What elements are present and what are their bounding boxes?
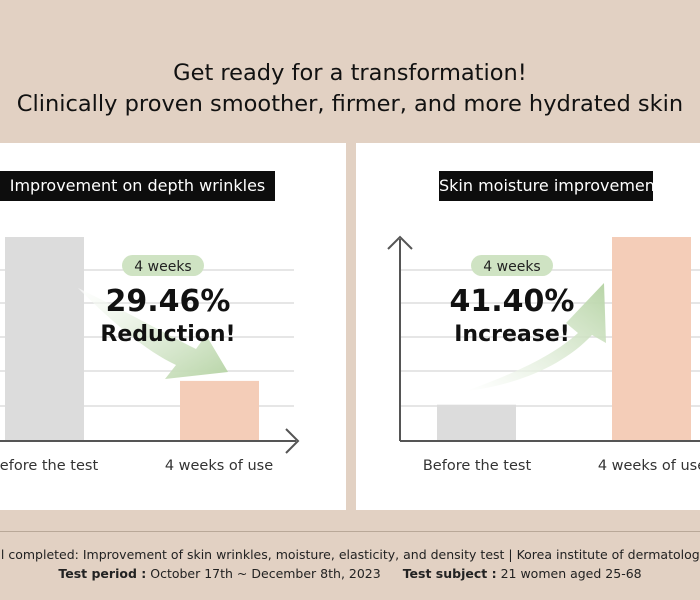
category-label-after: 4 weeks of use xyxy=(165,458,273,474)
weeks-badge-label: 4 weeks xyxy=(483,259,540,275)
trend-arrow xyxy=(78,288,228,379)
wrinkle-panel: 4 weeks 29.46% Reduction! Before the test 4 … xyxy=(0,143,346,510)
test-period-value: October 17th ~ December 8th, 2023 xyxy=(150,566,381,581)
trial-note: Trial completed: Improvement of skin wri… xyxy=(0,547,700,562)
category-label-before: Before the test xyxy=(0,458,98,474)
moisture-panel: 4 weeks 41.40% Increase! Before the test 4 w… xyxy=(356,143,700,510)
test-subject-label: Test subject : xyxy=(402,566,497,581)
before-bar xyxy=(437,404,516,441)
before-bar xyxy=(5,237,84,441)
stat-value: 41.40% xyxy=(450,284,575,319)
moisture-panel-title: Skin moisture improvement xyxy=(439,171,661,201)
category-label-before: Before the test xyxy=(423,458,532,474)
trend-arrow xyxy=(466,283,606,391)
wrinkle-chart: 4 weeks 29.46% Reduction! Before the test 4 … xyxy=(0,237,300,474)
wrinkle-panel-title: Improvement on depth wrinkles xyxy=(0,171,275,201)
footer-divider xyxy=(0,531,700,532)
x-axis-arrowhead xyxy=(285,428,300,454)
headline-2: Clinically proven smoother, firmer, and … xyxy=(16,91,684,117)
y-axis-arrowhead xyxy=(387,235,413,250)
stat-value: 29.46% xyxy=(106,284,231,319)
headline-1: Get ready for a transformation! xyxy=(173,60,527,86)
stat-label: Increase! xyxy=(454,322,570,347)
after-bar xyxy=(180,380,259,441)
weeks-badge-label: 4 weeks xyxy=(134,259,191,275)
test-period-label: Test period : xyxy=(58,566,147,581)
category-label-after: 4 weeks of use xyxy=(598,458,700,474)
test-subject-value: 21 women aged 25-68 xyxy=(500,566,642,581)
weeks-badge xyxy=(122,255,204,276)
moisture-chart: 4 weeks 41.40% Increase! Before the test 4 w… xyxy=(387,235,700,474)
after-bar xyxy=(612,237,691,441)
test-details: Test period : October 17th ~ December 8t… xyxy=(0,566,700,581)
stat-label: Reduction! xyxy=(100,322,235,347)
weeks-badge xyxy=(471,255,553,276)
